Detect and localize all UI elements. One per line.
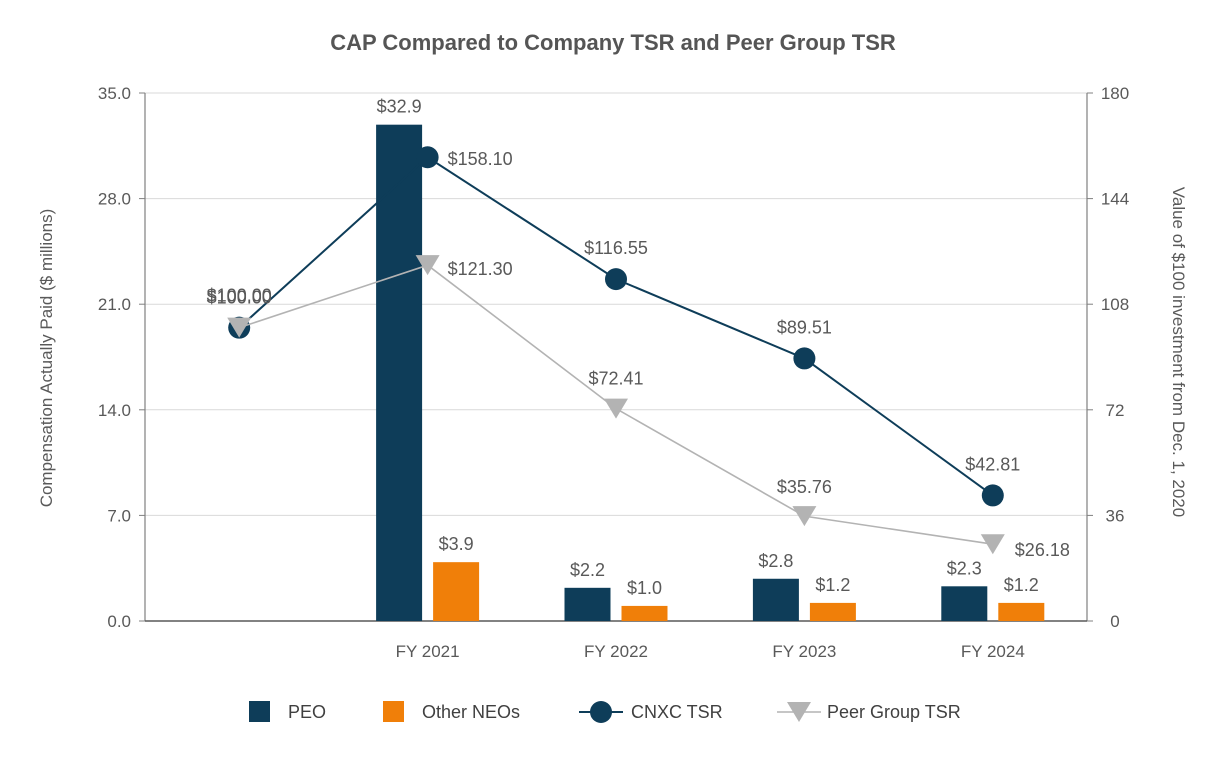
y2-tick-label: 180	[1101, 84, 1129, 103]
marker-cnxc-tsr	[416, 146, 439, 169]
line-value-label: $121.30	[448, 259, 513, 279]
marker-peer-group-tsr	[604, 398, 628, 419]
line-value-label: $100.00	[207, 288, 272, 308]
y2-tick-label: 0	[1110, 612, 1119, 631]
marker-peer-group-tsr	[227, 317, 252, 338]
y2-axis-title: Value of $100 investment from Dec. 1, 20…	[1169, 187, 1188, 517]
y-tick-label: 28.0	[98, 190, 131, 209]
legend-marker	[590, 701, 612, 723]
marker-peer-group-tsr	[980, 534, 1005, 555]
bar-value-label: $32.9	[377, 97, 422, 117]
bars	[376, 124, 1045, 622]
legend-item: Peer Group TSR	[777, 702, 961, 722]
gridlines	[145, 92, 1087, 516]
line-value-label: $72.41	[588, 369, 643, 389]
lines	[227, 146, 1005, 555]
legend: PEO Other NEOs CNXC TSR Peer Group TSR	[249, 701, 961, 723]
legend-swatch	[249, 701, 270, 722]
marker-peer-group-tsr	[792, 506, 817, 527]
bar-value-label: $2.3	[947, 558, 982, 578]
x-tick-label: FY 2021	[396, 642, 460, 661]
marker-cnxc-tsr	[981, 484, 1004, 507]
data-labels: $32.9 $2.2 $2.8 $2.3 $3.9 $1.0 $1.2 $1.2 $100.00…	[207, 97, 1070, 598]
legend-item: CNXC TSR	[579, 701, 723, 723]
y2-tick-label: 108	[1101, 295, 1129, 314]
line-value-label: $100.00	[207, 286, 272, 306]
legend-item: Other NEOs	[383, 701, 520, 722]
legend-swatch	[383, 701, 404, 722]
x-tick-label: FY 2024	[961, 642, 1025, 661]
legend-label: Other NEOs	[422, 702, 520, 722]
legend-marker	[787, 702, 811, 722]
bar-value-label: $1.0	[627, 578, 662, 598]
bar-value-label: $3.9	[439, 534, 474, 554]
line-value-label: $158.10	[448, 149, 513, 169]
legend-label: PEO	[288, 702, 326, 722]
legend-label: Peer Group TSR	[827, 702, 961, 722]
marker-cnxc-tsr	[605, 268, 627, 291]
line-value-label: $116.55	[584, 238, 648, 258]
bar-peo	[564, 587, 611, 621]
y-axis-title: Compensation Actually Paid ($ millions)	[37, 209, 56, 508]
y-tick-label: 21.0	[98, 295, 131, 314]
x-tick-label: FY 2023	[772, 642, 836, 661]
line-cnxc-tsr	[238, 155, 994, 497]
line-value-label: $35.76	[777, 477, 832, 497]
y2-tick-label: 72	[1106, 401, 1125, 420]
bar-peo	[376, 124, 423, 622]
bar-peo	[752, 578, 799, 621]
legend-label: CNXC TSR	[631, 702, 723, 722]
bar-other-neos	[621, 605, 668, 621]
y2-tick-label: 144	[1101, 190, 1129, 209]
bar-value-label: $2.2	[570, 560, 605, 580]
bar-value-label: $1.2	[815, 575, 850, 595]
y2-tick-label: 36	[1106, 506, 1125, 525]
axes: 0.0 7.0 14.0 21.0 28.0 35.0 0 36 72 108 144 180 FY 2…	[98, 84, 1129, 661]
bar-other-neos	[809, 602, 856, 621]
bar-other-neos	[433, 562, 480, 621]
bar-other-neos	[998, 602, 1045, 621]
bar-peo	[941, 586, 988, 621]
y-tick-label: 7.0	[107, 506, 131, 525]
marker-peer-group-tsr	[415, 255, 440, 276]
y-tick-label: 35.0	[98, 84, 131, 103]
y-tick-label: 0.0	[107, 612, 131, 631]
bar-value-label: $1.2	[1004, 575, 1039, 595]
marker-cnxc-tsr	[793, 347, 816, 370]
line-value-label: $42.81	[965, 454, 1020, 474]
legend-item: PEO	[249, 701, 326, 722]
x-tick-label: FY 2022	[584, 642, 648, 661]
y-tick-label: 14.0	[98, 401, 131, 420]
bar-value-label: $2.8	[758, 551, 793, 571]
line-value-label: $89.51	[777, 317, 832, 337]
line-value-label: $26.18	[1015, 540, 1070, 560]
chart-title: CAP Compared to Company TSR and Peer Gro…	[330, 30, 896, 55]
